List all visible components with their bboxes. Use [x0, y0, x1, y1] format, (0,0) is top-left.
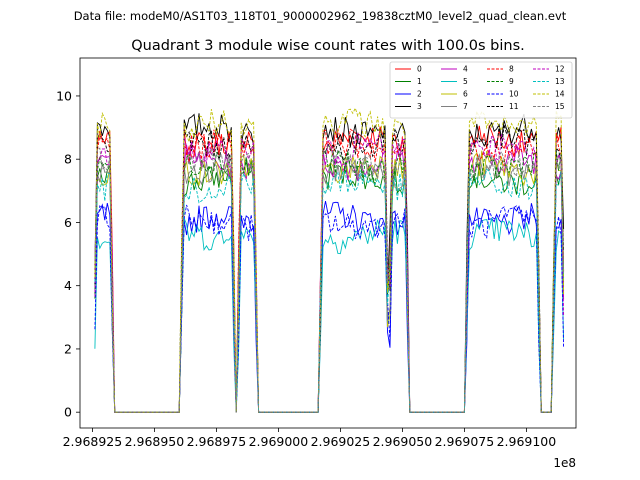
y-tick-label: 2 [64, 341, 72, 356]
series-line-7 [94, 153, 565, 413]
chart-title: Quadrant 3 module wise count rates with … [131, 38, 525, 54]
series-line-9 [94, 148, 565, 413]
x-tick-label: 2.969100 [497, 434, 557, 449]
x-tick-label: 2.968950 [125, 434, 185, 449]
y-tick-label: 6 [64, 215, 72, 230]
legend-label-7: 7 [463, 102, 468, 111]
x-tick-label: 2.969075 [435, 434, 495, 449]
plot-frame [79, 57, 577, 429]
series-line-13 [94, 168, 565, 413]
legend-label-4: 4 [463, 65, 468, 74]
legend-label-9: 9 [509, 77, 514, 86]
plot-lines [94, 106, 565, 413]
legend-box [389, 61, 573, 119]
y-tick-label: 8 [64, 152, 72, 167]
series-line-3 [94, 113, 565, 413]
x-axis: 2.968925 2.968950 2.968975 2.969000 2.969025… [63, 428, 557, 449]
series-line-12 [94, 131, 565, 413]
x-tick-label: 2.969050 [373, 434, 433, 449]
legend-label-8: 8 [509, 65, 514, 74]
legend-label-1: 1 [417, 77, 422, 86]
y-tick-label: 0 [64, 405, 72, 420]
legend-label-6: 6 [463, 90, 468, 99]
series-line-6 [94, 150, 565, 413]
series-line-15 [94, 145, 565, 413]
series-line-4 [94, 144, 565, 413]
legend-label-15: 15 [555, 102, 565, 111]
x-tick-label: 2.969025 [311, 434, 371, 449]
legend-label-14: 14 [555, 90, 565, 99]
series-line-8 [94, 128, 565, 413]
suptitle: Data file: modeM0/AS1T03_118T01_90000029… [74, 9, 567, 23]
legend-label-10: 10 [509, 90, 519, 99]
legend-label-0: 0 [417, 65, 422, 74]
legend-label-12: 12 [555, 65, 565, 74]
y-tick-label: 10 [56, 88, 72, 103]
legend-label-13: 13 [555, 77, 565, 86]
series-line-1 [94, 160, 565, 413]
series-line-14 [94, 106, 565, 413]
x-tick-label: 2.969000 [249, 434, 309, 449]
legend-label-11: 11 [509, 102, 519, 111]
x-offset-label: 1e8 [553, 456, 576, 470]
legend-label-3: 3 [417, 102, 422, 111]
x-tick-label: 2.968975 [187, 434, 247, 449]
series-line-10 [94, 204, 565, 413]
y-axis: 0 2 4 6 8 10 [56, 88, 80, 420]
x-tick-label: 2.968925 [63, 434, 123, 449]
series-line-5 [94, 217, 565, 413]
legend-label-5: 5 [463, 77, 468, 86]
y-tick-label: 4 [64, 278, 72, 293]
legend-label-2: 2 [417, 90, 422, 99]
